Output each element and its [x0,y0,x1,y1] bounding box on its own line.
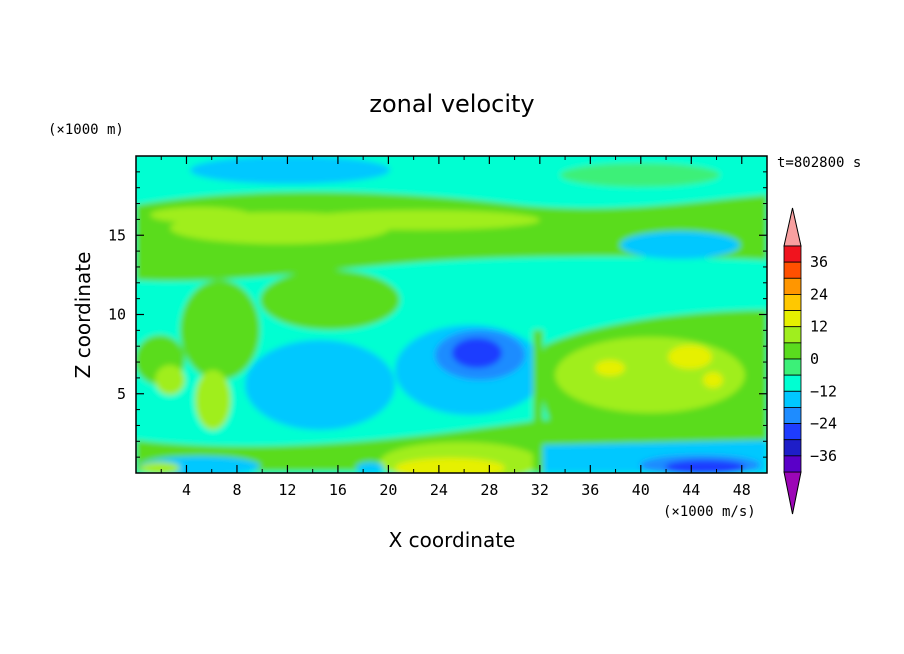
colorbar-tick-label: 24 [810,285,828,303]
colorbar-tick-label: 36 [810,253,828,271]
contour-region [260,270,400,330]
colorbar-bin [783,277,802,295]
y-unit-label: (×1000 m) [48,122,124,138]
contour-region [665,460,745,473]
colorbar-tick-label: −12 [810,382,837,400]
x-tick-label: 32 [531,481,549,499]
y-tick-label: 5 [117,385,126,403]
colorbar-bin [783,358,802,376]
contour-region [155,365,185,395]
y-axis: 5 10 15 [108,171,767,458]
contour-region [150,207,250,223]
contour-region [195,370,231,430]
colorbar-tick-label: 0 [810,350,819,368]
contour-region [533,330,543,473]
colorbar-bin [783,342,802,360]
x-tick-label: 24 [430,481,448,499]
colorbar-tick-label: 12 [810,318,828,336]
x-tick-label: 16 [329,481,347,499]
x-tick-label: 12 [278,481,296,499]
x-tick-label: 44 [682,481,700,499]
colorbar-tick-label: −36 [810,447,837,465]
contour-region [620,231,740,259]
x-axis-label: X coordinate [389,528,516,552]
colorbar-bin [783,390,802,408]
x-tick-label: 4 [182,481,191,499]
velocity-field [136,156,767,473]
contour-region [595,360,625,376]
contour-region [190,156,390,184]
contour-region [300,210,540,230]
colorbar-tick-label: −24 [810,415,837,433]
colorbar-bin [783,407,802,424]
contour-region [245,340,395,430]
contour-region [140,462,180,473]
colorbar-bin [783,245,802,263]
x-tick-label: 36 [581,481,599,499]
x-axis: 4 8 12 16 20 24 28 32 36 40 44 48 [160,156,751,499]
chart-title: zonal velocity [369,90,534,118]
contour-region [703,372,723,388]
colorbar-max-triangle [783,207,802,247]
y-tick-label: 15 [108,226,126,244]
colorbar: 36 24 12 0 −12 −24 −36 [783,207,837,515]
colorbar-bin [783,294,802,311]
y-tick-label: 10 [108,306,126,324]
contour-region [395,458,505,473]
x-tick-label: 28 [480,481,498,499]
colorbar-bin [783,423,802,441]
colorbar-min-triangle [783,471,802,515]
contour-region [356,462,384,473]
colorbar-bin [783,261,802,279]
x-tick-label: 48 [733,481,751,499]
contour-region [668,345,712,369]
contour-region [452,338,502,368]
colorbar-unit-label: (×1000 m/s) [663,504,756,520]
contour-region [560,163,720,187]
colorbar-bin [783,310,802,328]
y-axis-label: Z coordinate [71,252,95,379]
time-label: t=802800 s [777,155,861,171]
contour-region [180,280,260,380]
colorbar-bin [783,374,802,392]
colorbar-bin [783,439,802,457]
x-tick-label: 8 [232,481,241,499]
x-tick-label: 20 [379,481,397,499]
colorbar-bin [783,326,802,344]
x-tick-label: 40 [632,481,650,499]
colorbar-bin [783,455,802,473]
